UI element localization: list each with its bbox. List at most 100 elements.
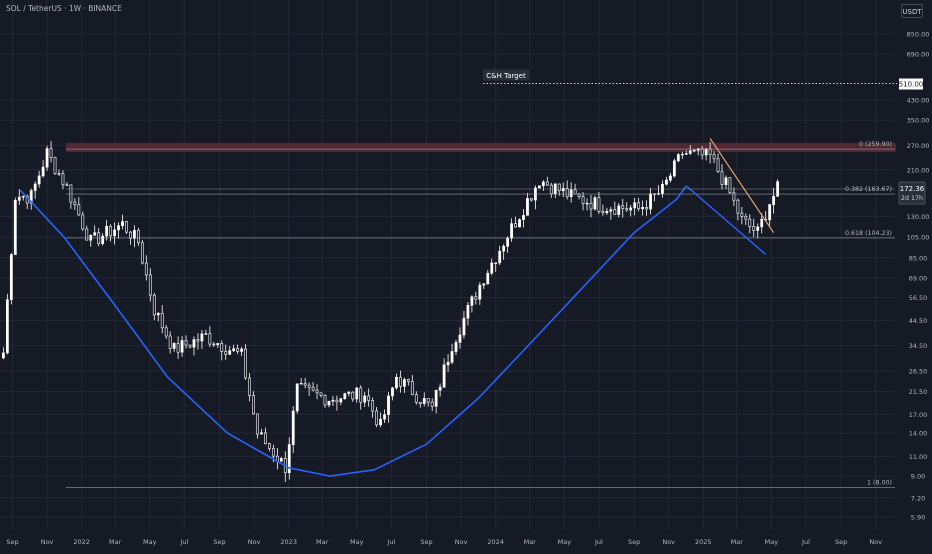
candle-up	[260, 432, 263, 435]
candle-down	[367, 395, 371, 401]
candle-down	[597, 197, 601, 212]
candle-down	[728, 177, 732, 194]
candle-up	[93, 232, 97, 236]
candle-down	[375, 410, 378, 426]
candle-down	[418, 401, 422, 404]
candle-down	[152, 294, 156, 316]
candle-down	[740, 212, 744, 217]
candle-down	[307, 384, 311, 388]
candle-down	[220, 343, 224, 352]
target-price-badge[interactable]	[899, 78, 923, 90]
time-tick-label: Mar	[524, 538, 537, 546]
candle-down	[514, 223, 517, 228]
candle-up	[192, 339, 196, 348]
candle-up	[383, 414, 386, 420]
candle-down	[621, 205, 625, 209]
candle-down	[125, 221, 128, 233]
candle-down	[748, 218, 752, 227]
candle-up	[760, 218, 764, 228]
candle-up	[5, 299, 9, 354]
candle-down	[744, 216, 748, 220]
candle-down	[712, 154, 716, 160]
candle-up	[665, 179, 668, 185]
time-tick-label: Jul	[386, 538, 395, 546]
price-tick-label: 34.50	[909, 342, 928, 350]
candle-up	[105, 225, 109, 237]
candle-down	[256, 413, 259, 435]
candle-down	[573, 189, 577, 195]
candle-up	[13, 200, 17, 255]
time-tick-label: 2025	[695, 538, 712, 546]
candle-up	[486, 272, 490, 285]
candle-down	[244, 348, 247, 379]
candle-down	[160, 312, 164, 329]
time-tick-label: May	[350, 538, 364, 546]
candle-down	[65, 184, 69, 186]
candle-up	[609, 209, 613, 212]
time-tick-label: 2023	[280, 538, 297, 546]
candle-up	[113, 229, 116, 237]
candle-up	[498, 250, 502, 264]
candle-up	[518, 219, 521, 228]
candle-down	[637, 202, 641, 210]
candle-down	[164, 327, 168, 337]
target-label-bg	[483, 69, 529, 81]
candle-down	[311, 386, 315, 391]
candle-up	[450, 351, 454, 363]
candle-up	[9, 254, 13, 300]
time-axis[interactable]: Sep Nov 2022 Mar May Jul Sep Nov 2023 Mar May Jul Se…	[6, 538, 882, 546]
candle-down	[720, 171, 724, 185]
candle-up	[41, 166, 45, 177]
candle-down	[268, 443, 271, 449]
candle-up	[232, 348, 236, 351]
candle-up	[684, 153, 688, 155]
time-tick-label: Mar	[316, 538, 329, 546]
candle-down	[625, 208, 629, 211]
candle-up	[45, 148, 49, 168]
candle-up	[279, 458, 283, 462]
candle-up	[510, 223, 513, 239]
candle-down	[319, 392, 323, 396]
candle-up	[17, 196, 21, 201]
candle-down	[410, 381, 414, 395]
candle-down	[716, 158, 720, 173]
candle-down	[613, 209, 617, 215]
current-price-badge[interactable]	[898, 181, 926, 205]
candle-down	[81, 214, 85, 230]
candle-down	[549, 184, 553, 195]
time-tick-label: Mar	[731, 538, 744, 546]
candle-up	[395, 376, 398, 389]
price-axis[interactable]: 850.00 690.00 430.00 350.00 270.00 210.00 130.…	[898, 30, 930, 522]
candle-down	[264, 432, 267, 444]
candle-down	[224, 351, 228, 355]
candle-up	[454, 342, 458, 352]
candle-up	[522, 215, 525, 220]
currency-badge[interactable]: USDT	[901, 4, 923, 18]
candle-down	[236, 348, 240, 352]
time-tick-label: Nov	[41, 538, 54, 546]
candle-up	[204, 333, 208, 335]
candle-down	[399, 376, 402, 387]
candle-down	[565, 188, 569, 198]
candle-down	[69, 184, 73, 203]
candle-up	[180, 340, 184, 353]
time-tick-label: Sep	[628, 538, 640, 546]
target-label: C&H Target	[486, 72, 526, 80]
overlay-layer: 0 (259.90) 0.382 (163.67) 0.618 (104.23) 1 …	[19, 69, 897, 488]
price-tick-label: 690.00	[907, 51, 930, 59]
time-tick-label: Nov	[248, 538, 261, 546]
price-tick-label: 14.00	[909, 430, 928, 438]
candle-down	[184, 340, 188, 346]
candle-up	[291, 410, 295, 445]
price-tick-label: 17.00	[909, 411, 928, 419]
candle-down	[474, 296, 478, 300]
candle-up	[676, 154, 680, 162]
candle-up	[526, 198, 529, 216]
grid-layer	[0, 0, 895, 530]
candle-up	[133, 229, 136, 239]
candle-down	[57, 173, 61, 175]
price-tick-label: 850.00	[907, 30, 930, 38]
candle-down	[732, 192, 736, 201]
